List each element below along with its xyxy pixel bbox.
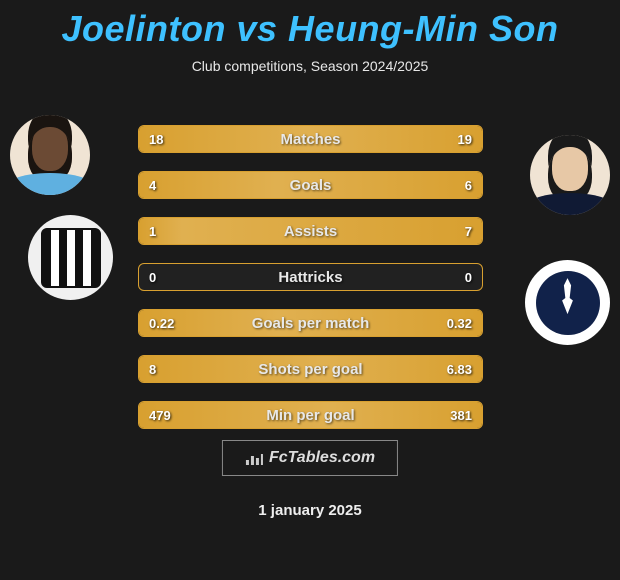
stat-value-left: 18	[149, 126, 163, 152]
bar-fill-left	[139, 356, 324, 382]
club-left-badge	[28, 215, 113, 300]
newcastle-crest-icon	[41, 228, 101, 288]
stat-value-right: 0	[465, 264, 472, 290]
stat-row: 0 0Hattricks	[138, 263, 483, 291]
stat-row: 0.220.32Goals per match	[138, 309, 483, 337]
bar-fill-left	[139, 126, 306, 152]
stat-value-left: 8	[149, 356, 156, 382]
stat-value-right: 0.32	[447, 310, 472, 336]
kit-shape	[530, 193, 610, 215]
stat-row: 1819Matches	[138, 125, 483, 153]
bar-fill-right	[276, 172, 482, 198]
stat-value-left: 4	[149, 172, 156, 198]
stat-label: Hattricks	[139, 264, 482, 290]
stat-value-left: 0.22	[149, 310, 174, 336]
stat-row: 479381Min per goal	[138, 401, 483, 429]
stats-container: 1819Matches46Goals17Assists00Hattricks0.…	[138, 125, 483, 447]
stat-value-right: 7	[465, 218, 472, 244]
bar-fill-right	[182, 218, 482, 244]
stat-row: 86.83Shots per goal	[138, 355, 483, 383]
stat-value-right: 6.83	[447, 356, 472, 382]
subtitle: Club competitions, Season 2024/2025	[0, 58, 620, 74]
date-label: 1 january 2025	[0, 502, 620, 519]
stat-row: 17Assists	[138, 217, 483, 245]
chart-icon	[245, 451, 263, 465]
stat-value-right: 381	[450, 402, 472, 428]
page-title: Joelinton vs Heung-Min Son	[0, 0, 620, 50]
bar-fill-left	[139, 172, 276, 198]
watermark-text: FcTables.com	[269, 449, 375, 467]
watermark: FcTables.com	[222, 440, 398, 476]
stat-value-right: 19	[458, 126, 472, 152]
player-left-avatar	[10, 115, 90, 195]
bar-fill-right	[306, 126, 482, 152]
bar-fill-left	[139, 218, 182, 244]
tottenham-crest-icon	[536, 271, 600, 335]
club-right-badge	[525, 260, 610, 345]
stat-row: 46Goals	[138, 171, 483, 199]
stat-value-left: 0	[149, 264, 156, 290]
stat-value-left: 479	[149, 402, 171, 428]
stat-value-left: 1	[149, 218, 156, 244]
stat-value-right: 6	[465, 172, 472, 198]
kit-shape	[10, 173, 90, 195]
player-right-avatar	[530, 135, 610, 215]
